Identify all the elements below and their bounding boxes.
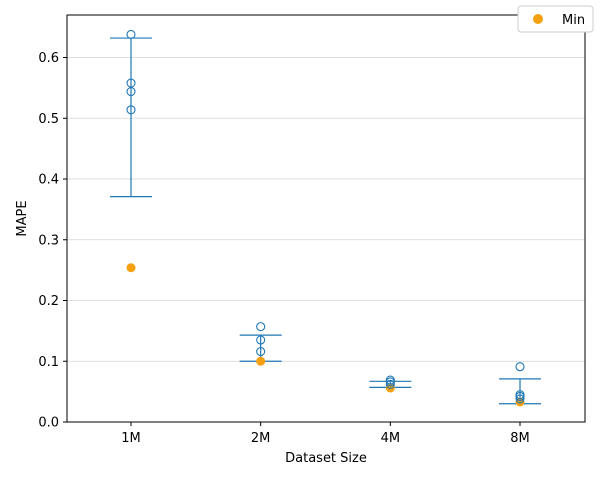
data-point <box>256 335 266 345</box>
group-8M <box>499 362 542 407</box>
x-tick-label: 8M <box>510 431 530 446</box>
x-tick-label: 2M <box>251 431 271 446</box>
data-point <box>126 86 136 97</box>
x-tick-label: 4M <box>381 431 401 446</box>
y-tick-label: 0.1 <box>38 355 59 370</box>
y-axis-label: MAPE <box>15 200 30 236</box>
legend-min-label: Min <box>562 13 585 28</box>
y-tick-label: 0.6 <box>38 51 59 66</box>
data-point <box>515 394 525 404</box>
y-tick-label: 0.0 <box>38 416 59 431</box>
data-point <box>126 105 136 115</box>
data-layer <box>110 29 542 407</box>
min-point <box>126 263 136 273</box>
x-axis: 1M 2M 4M 8M <box>121 422 530 446</box>
legend: Min <box>517 5 594 33</box>
data-point <box>515 391 525 402</box>
legend-min-marker <box>533 14 543 24</box>
data-point <box>256 346 266 357</box>
plot-frame <box>66 14 586 423</box>
group-4M <box>369 375 412 393</box>
y-tick-label: 0.2 <box>38 294 59 309</box>
data-point <box>515 362 525 372</box>
y-tick-label: 0.3 <box>38 233 59 248</box>
y-axis: 0.0 0.1 0.2 0.3 0.4 0.5 0.6 <box>38 51 67 431</box>
group-1M <box>110 29 152 273</box>
legend-frame <box>517 5 594 33</box>
data-point <box>126 29 136 39</box>
y-tick-label: 0.4 <box>38 173 59 188</box>
x-tick-label: 1M <box>121 431 141 446</box>
group-2M <box>239 322 282 366</box>
data-point <box>385 377 395 387</box>
min-point <box>256 356 266 366</box>
data-point <box>385 379 395 389</box>
x-axis-label: Dataset Size <box>285 451 367 466</box>
y-tick-label: 0.5 <box>38 112 59 127</box>
data-point <box>256 322 266 332</box>
